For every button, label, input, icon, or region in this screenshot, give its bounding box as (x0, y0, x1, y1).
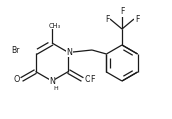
Text: Br: Br (11, 46, 20, 55)
Text: F: F (105, 15, 109, 23)
Text: N: N (49, 77, 55, 87)
Text: F: F (90, 74, 95, 84)
Text: F: F (135, 15, 139, 23)
Text: H: H (54, 85, 58, 91)
Text: F: F (120, 7, 124, 17)
Text: CH₃: CH₃ (49, 23, 61, 29)
Text: O: O (13, 75, 20, 84)
Text: N: N (67, 48, 72, 57)
Text: O: O (84, 75, 91, 84)
